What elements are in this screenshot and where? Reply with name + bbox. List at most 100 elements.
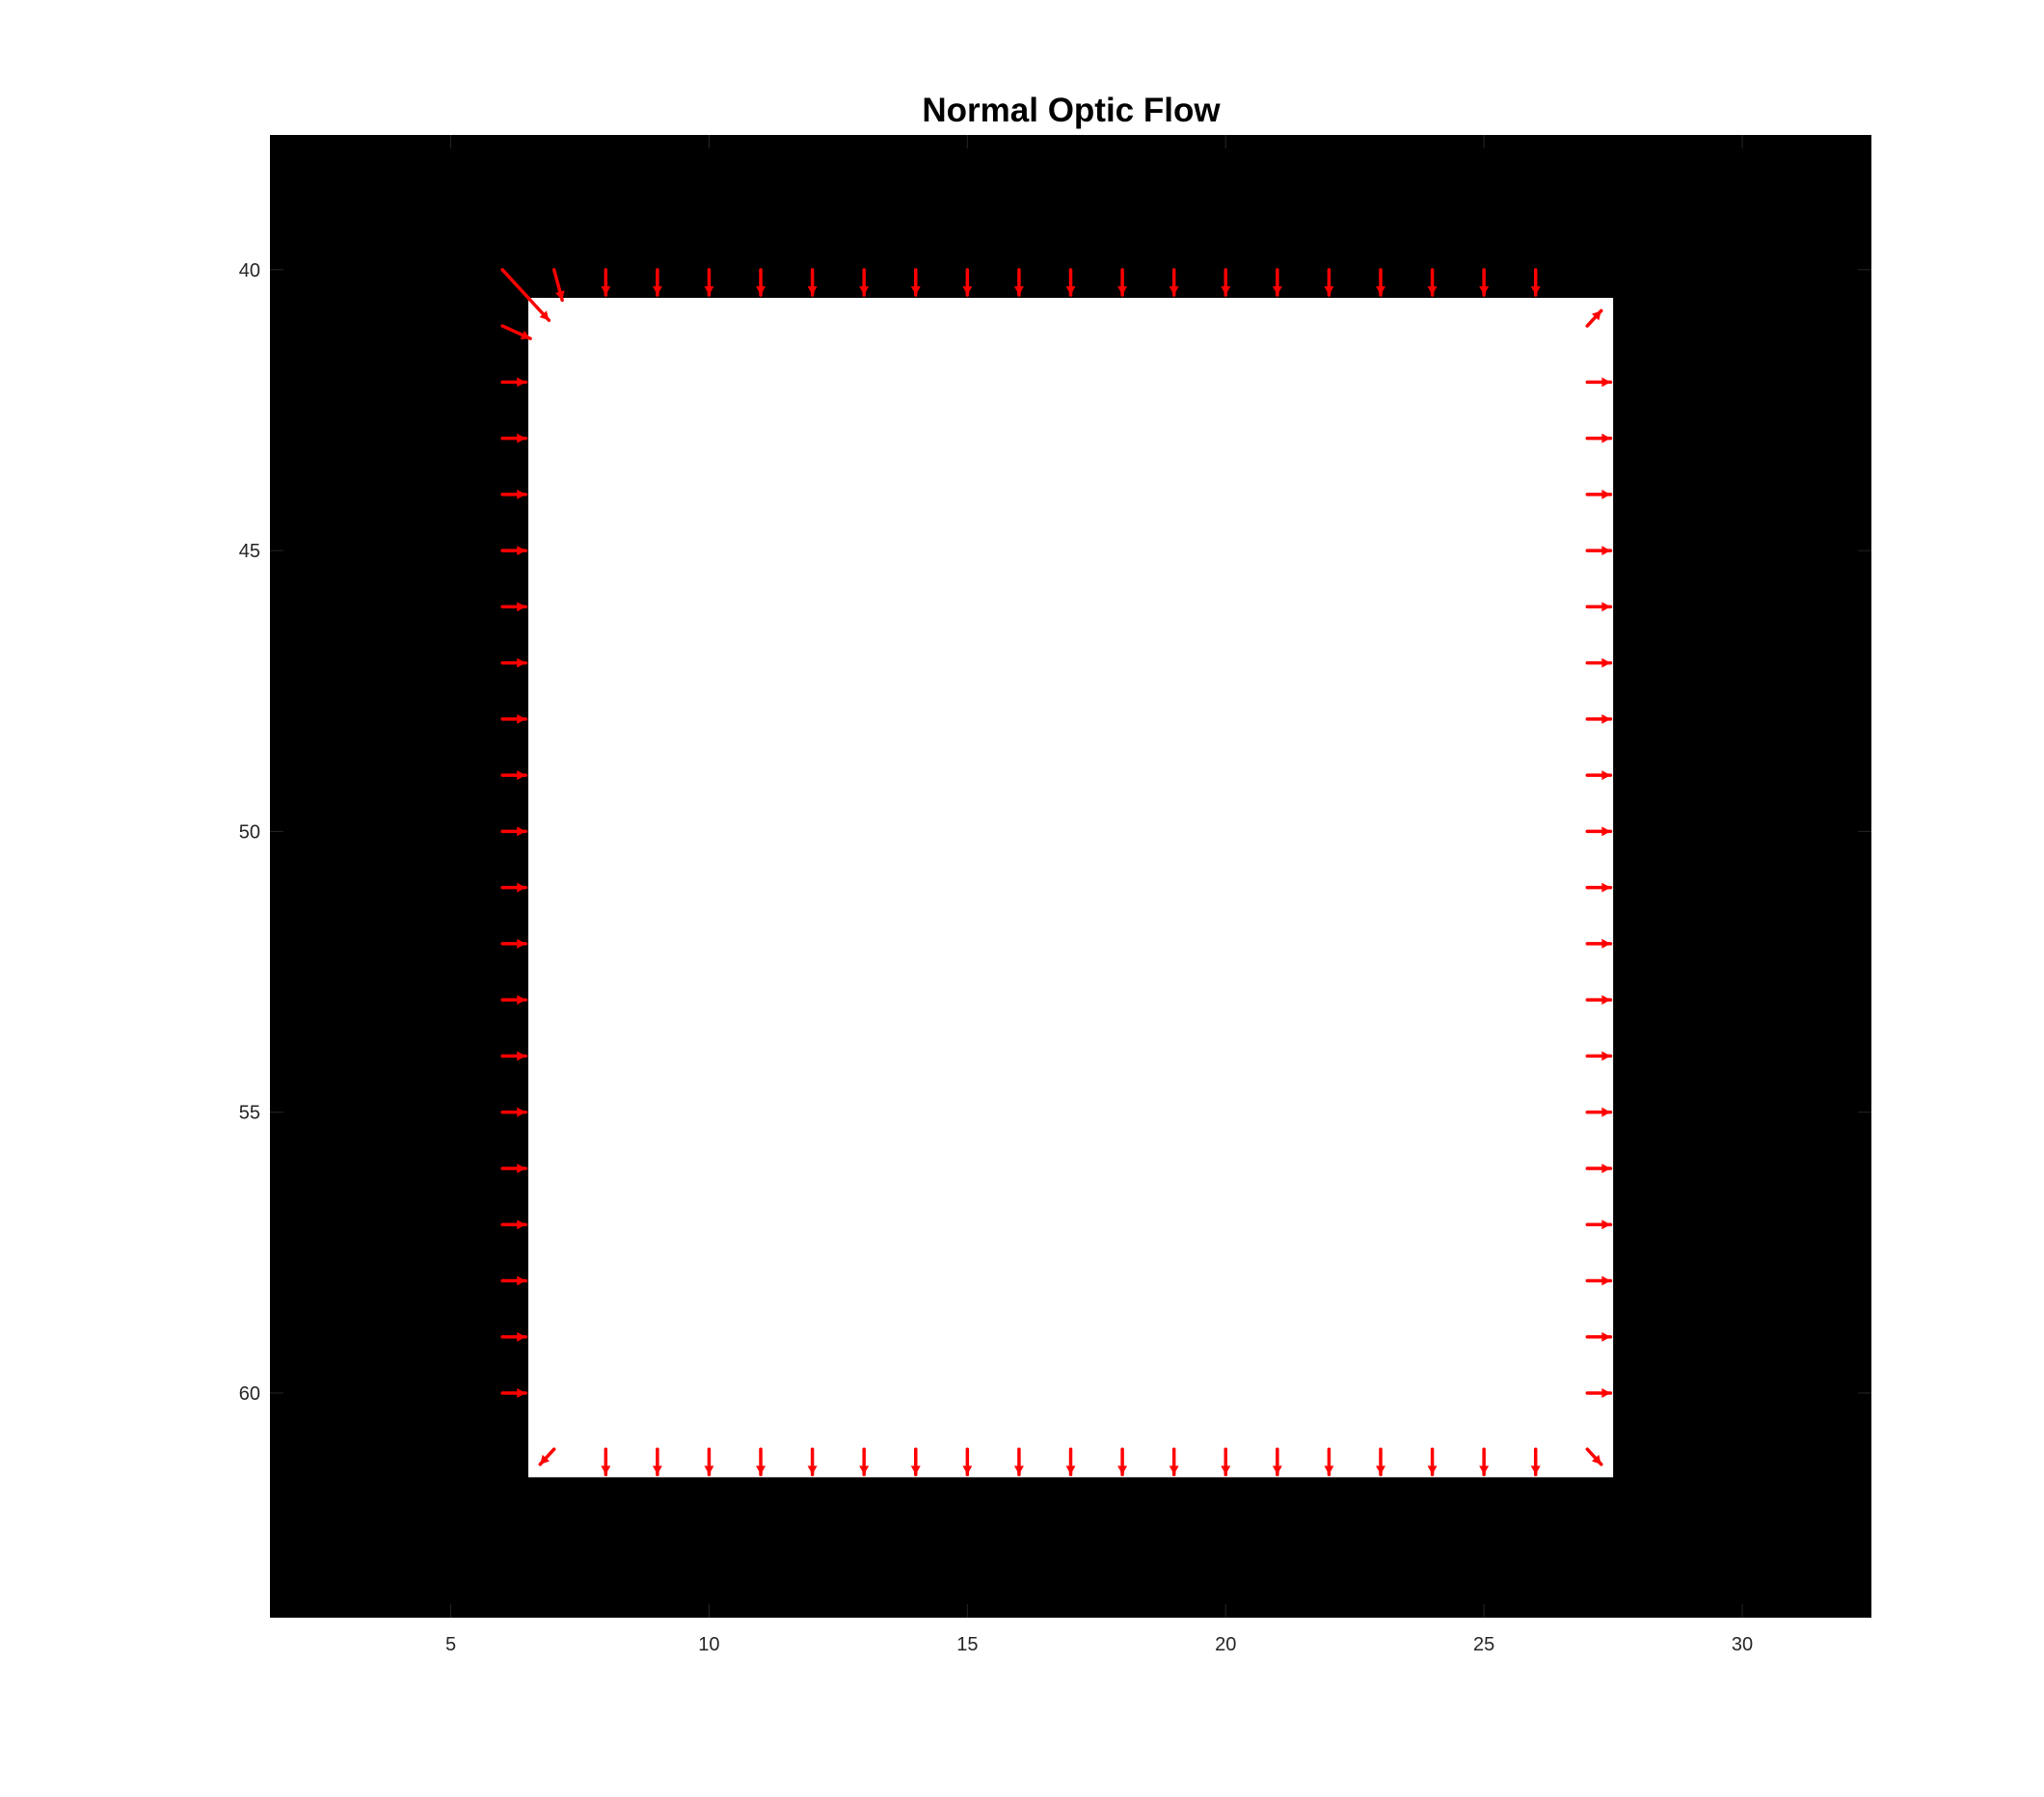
- arrow-head: [520, 330, 531, 340]
- arrow-head: [1530, 1465, 1541, 1475]
- flow-arrow: [1427, 268, 1438, 297]
- arrow-head: [1221, 286, 1231, 296]
- flow-arrow: [500, 546, 527, 556]
- white-square: [527, 297, 1614, 1478]
- arrow-head: [1169, 1465, 1179, 1475]
- arrow-head: [517, 770, 526, 781]
- flow-arrow: [962, 1447, 973, 1477]
- flow-arrow: [910, 268, 921, 297]
- y-tick-label: 60: [239, 1383, 260, 1405]
- flow-arrow: [962, 268, 973, 297]
- arrow-head: [601, 1465, 611, 1475]
- flow-arrow: [1585, 1163, 1613, 1173]
- arrow-head: [1601, 1387, 1611, 1398]
- arrow-head: [517, 657, 526, 668]
- flow-arrow: [601, 268, 611, 297]
- arrow-head: [517, 938, 526, 949]
- arrow-head: [704, 1465, 714, 1475]
- arrow-head: [1601, 377, 1611, 388]
- flow-arrow: [1013, 1447, 1024, 1477]
- flow-arrow: [500, 324, 532, 340]
- arrow-head: [1272, 286, 1282, 296]
- arrow-head: [1601, 1331, 1611, 1342]
- arrow-head: [539, 310, 550, 321]
- arrow-head: [910, 1465, 921, 1475]
- flow-arrow: [500, 489, 527, 499]
- flow-arrow: [1530, 1447, 1541, 1477]
- arrow-head: [517, 1220, 526, 1230]
- flow-arrow: [1585, 377, 1613, 388]
- arrow-head: [517, 602, 526, 612]
- flow-arrow: [1065, 1447, 1076, 1477]
- flow-arrow: [807, 1447, 818, 1477]
- arrow-head: [517, 1051, 526, 1061]
- arrow-head: [517, 1107, 526, 1117]
- arrow-head: [859, 286, 870, 296]
- arrow-head: [1601, 938, 1611, 949]
- arrow-head: [1117, 286, 1128, 296]
- flow-arrow: [756, 1447, 766, 1477]
- arrow-head: [601, 286, 611, 296]
- flow-arrow: [1585, 995, 1613, 1006]
- flow-arrow: [1221, 1447, 1231, 1477]
- flow-arrow: [1585, 1107, 1613, 1117]
- flow-arrow: [500, 602, 527, 612]
- flow-arrow: [1479, 268, 1490, 297]
- flow-arrow: [1585, 1220, 1613, 1230]
- flow-arrow: [1169, 268, 1179, 297]
- x-axis: 5 10 15 20 25 30: [445, 135, 1753, 1655]
- arrow-head: [1479, 286, 1490, 296]
- flow-arrow: [859, 268, 870, 297]
- flow-arrow: [1585, 770, 1613, 781]
- flow-arrow: [1585, 1051, 1613, 1061]
- arrow-head: [1013, 1465, 1024, 1475]
- x-tick-label: 15: [956, 1634, 978, 1655]
- chart-title: Normal Optic Flow: [922, 92, 1221, 129]
- arrow-head: [1324, 286, 1334, 296]
- flow-arrow: [1169, 1447, 1179, 1477]
- arrow-head: [1601, 1220, 1611, 1230]
- flow-arrow: [500, 1387, 527, 1398]
- flow-arrow: [500, 1163, 527, 1173]
- flow-arrow: [910, 1447, 921, 1477]
- flow-arrow: [1585, 882, 1613, 893]
- flow-arrow: [1117, 1447, 1128, 1477]
- arrow-head: [1427, 286, 1438, 296]
- flow-arrow: [1221, 268, 1231, 297]
- flow-arrow: [500, 770, 527, 781]
- flow-arrow: [500, 377, 527, 388]
- flow-arrow: [704, 268, 714, 297]
- arrow-head: [1530, 286, 1541, 296]
- flow-arrow: [807, 268, 818, 297]
- arrow-head: [1601, 1051, 1611, 1061]
- flow-arrow: [1585, 602, 1613, 612]
- arrow-head: [1601, 713, 1611, 724]
- flow-arrow: [538, 1447, 556, 1466]
- x-tick-label: 5: [445, 1634, 456, 1655]
- arrow-head: [1601, 1163, 1611, 1173]
- flow-arrow: [500, 1107, 527, 1117]
- flow-arrow: [1065, 268, 1076, 297]
- flow-arrow: [500, 433, 527, 443]
- flow-arrow: [1272, 1447, 1282, 1477]
- arrow-head: [962, 286, 973, 296]
- flow-arrow: [500, 657, 527, 668]
- arrow-head: [1601, 602, 1611, 612]
- arrow-head: [756, 1465, 766, 1475]
- y-tick-label: 40: [239, 260, 260, 282]
- flow-arrow: [1530, 268, 1541, 297]
- arrow-head: [807, 1465, 818, 1475]
- quiver-arrows: [500, 268, 1613, 1477]
- flow-arrow: [1013, 268, 1024, 297]
- y-tick-label: 50: [239, 821, 260, 843]
- arrow-head: [1375, 1465, 1385, 1475]
- flow-arrow: [500, 826, 527, 837]
- flow-arrow: [500, 1051, 527, 1061]
- arrow-head: [1013, 286, 1024, 296]
- arrow-head: [517, 433, 526, 443]
- x-tick-label: 20: [1215, 1634, 1236, 1655]
- y-tick-label: 55: [239, 1103, 260, 1124]
- flow-arrow: [1585, 1387, 1613, 1398]
- arrow-head: [652, 1465, 662, 1475]
